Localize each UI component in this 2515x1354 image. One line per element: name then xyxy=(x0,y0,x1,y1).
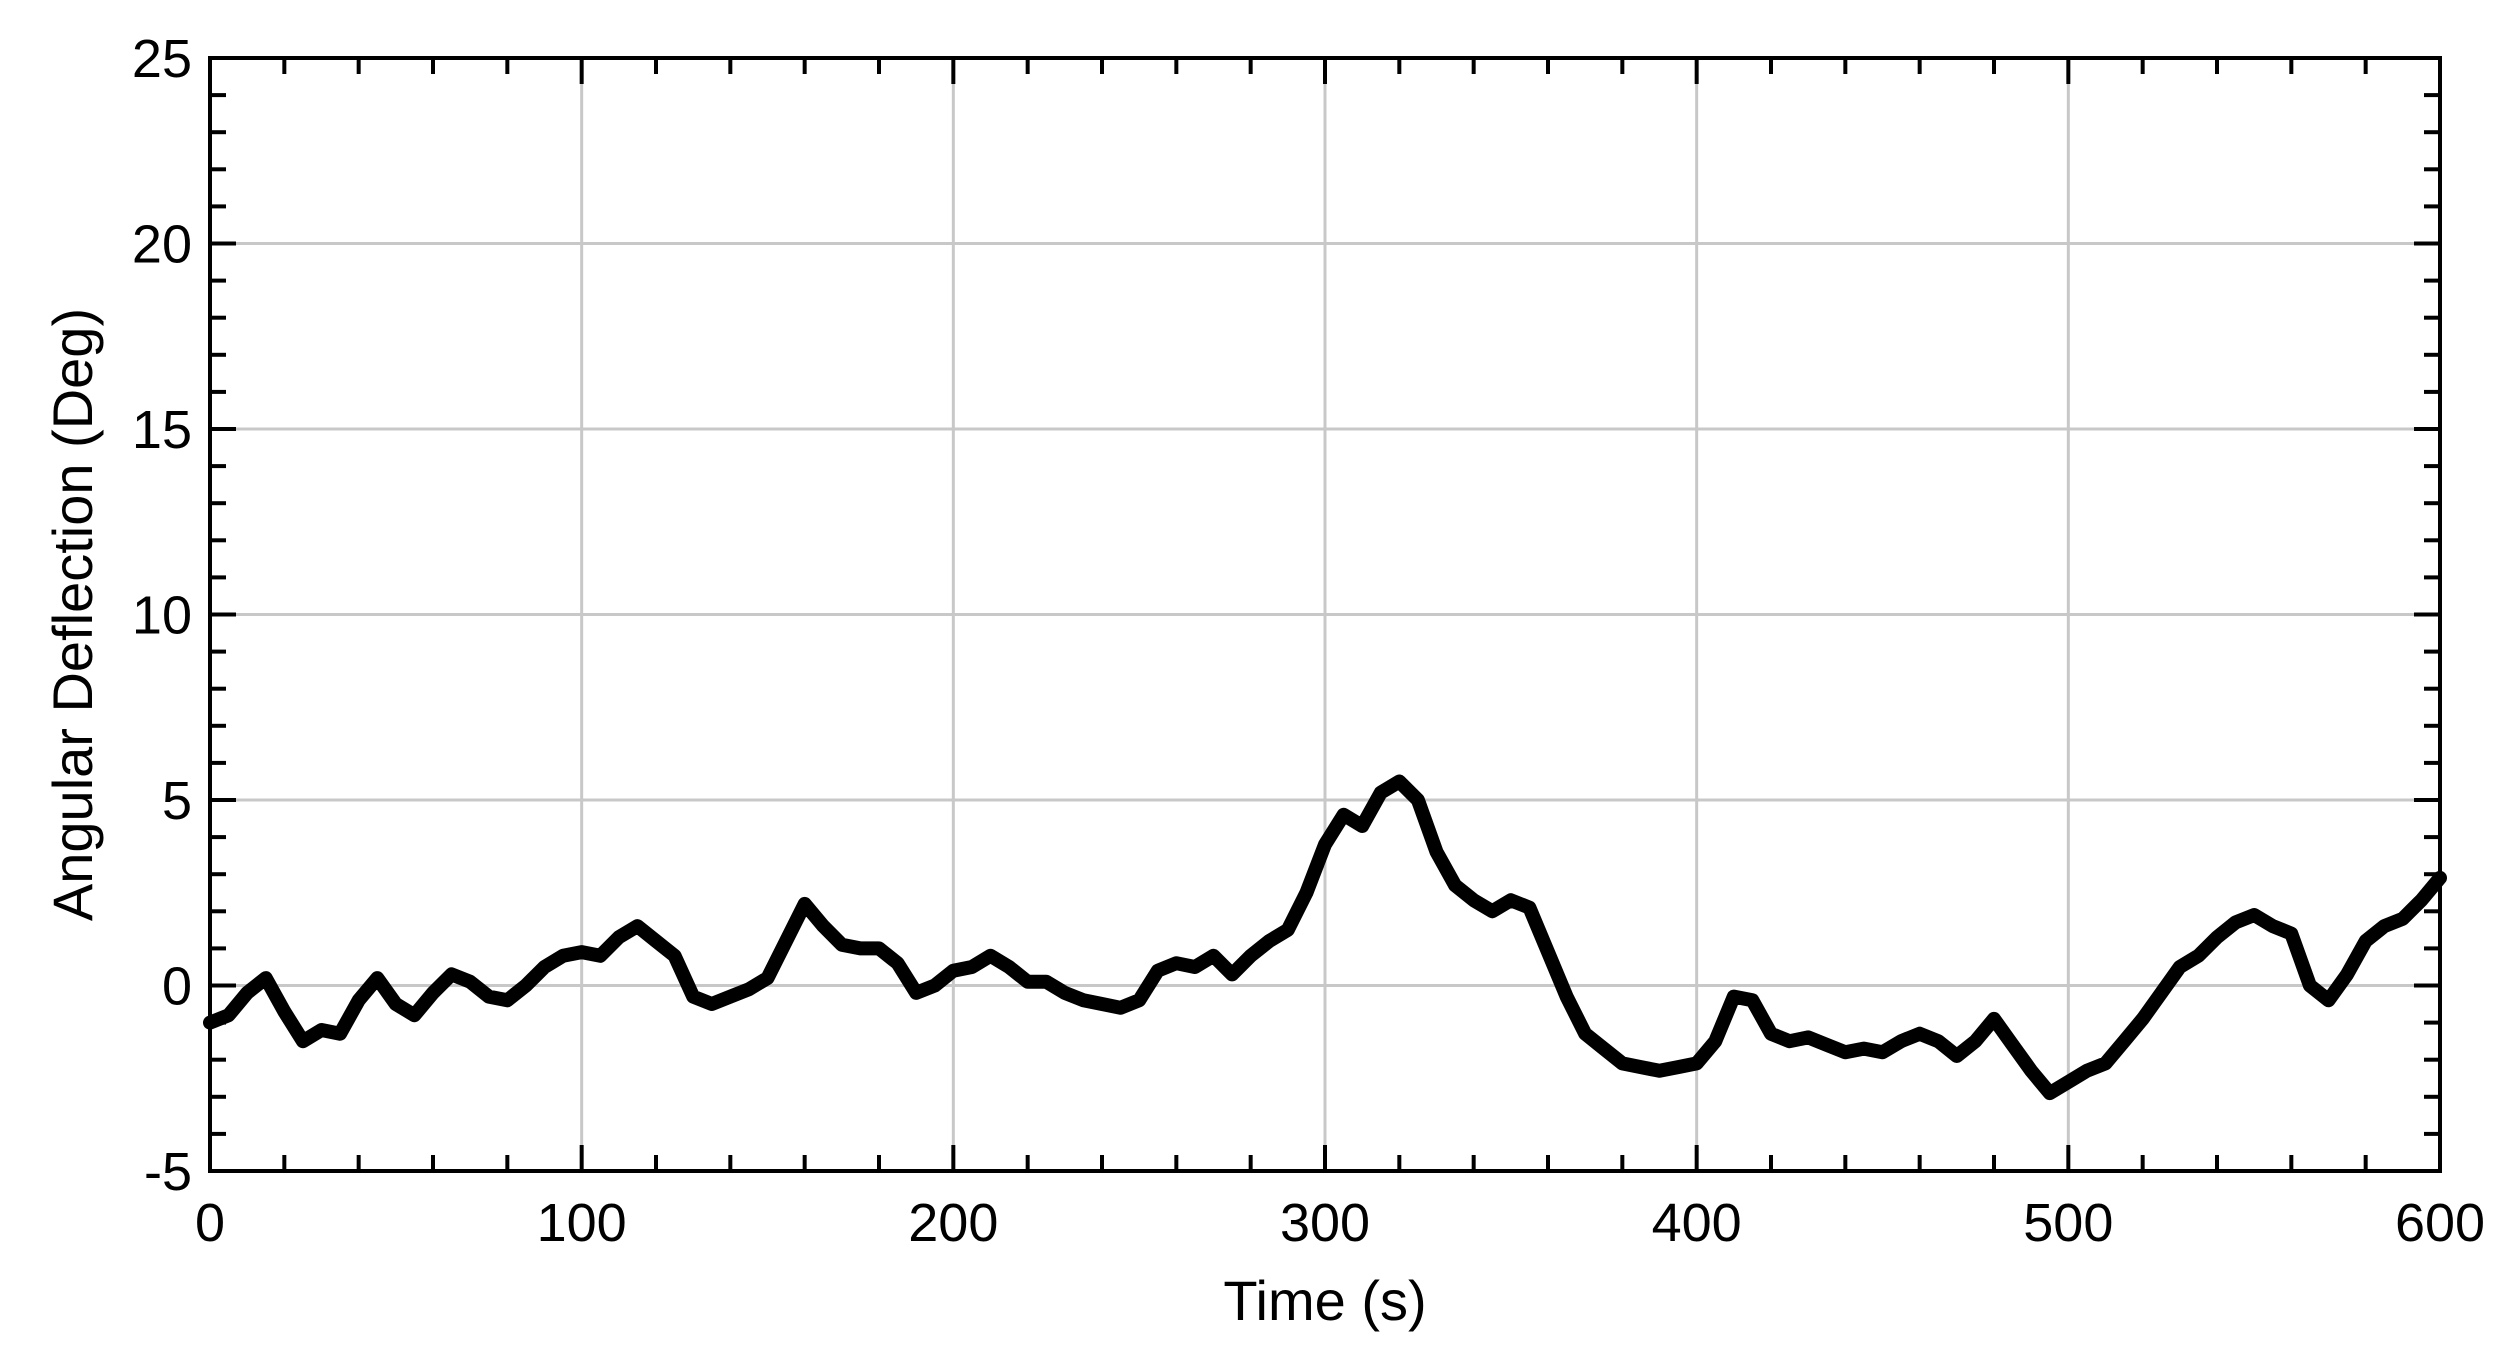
x-axis-title: Time (s) xyxy=(1223,1269,1426,1332)
x-tick-label: 100 xyxy=(537,1193,627,1253)
y-axis-title: Angular Deflection (Deg) xyxy=(41,308,104,921)
x-tick-label: 400 xyxy=(1652,1193,1742,1253)
x-tick-labels: 0 100 200 300 400 500 600 xyxy=(195,1193,2485,1253)
y-tick-label: 0 xyxy=(162,957,192,1017)
data-series-line xyxy=(203,774,2447,1101)
y-tick-label: 25 xyxy=(132,29,192,89)
y-tick-label: 20 xyxy=(132,215,192,275)
y-tick-labels: -5 0 5 10 15 20 25 xyxy=(132,29,192,1202)
x-tick-label: 0 xyxy=(195,1193,225,1253)
series-layer xyxy=(203,774,2447,1101)
x-tick-label: 200 xyxy=(908,1193,998,1253)
x-tick-label: 600 xyxy=(2395,1193,2485,1253)
y-tick-label: 5 xyxy=(162,771,192,831)
tick-marks xyxy=(208,56,2442,1173)
y-tick-label: 10 xyxy=(132,586,192,646)
y-tick-label: 15 xyxy=(132,400,192,460)
grid-lines xyxy=(210,58,2440,1171)
x-tick-label: 500 xyxy=(2023,1193,2113,1253)
y-tick-label: -5 xyxy=(144,1142,192,1202)
x-tick-label: 300 xyxy=(1280,1193,1370,1253)
